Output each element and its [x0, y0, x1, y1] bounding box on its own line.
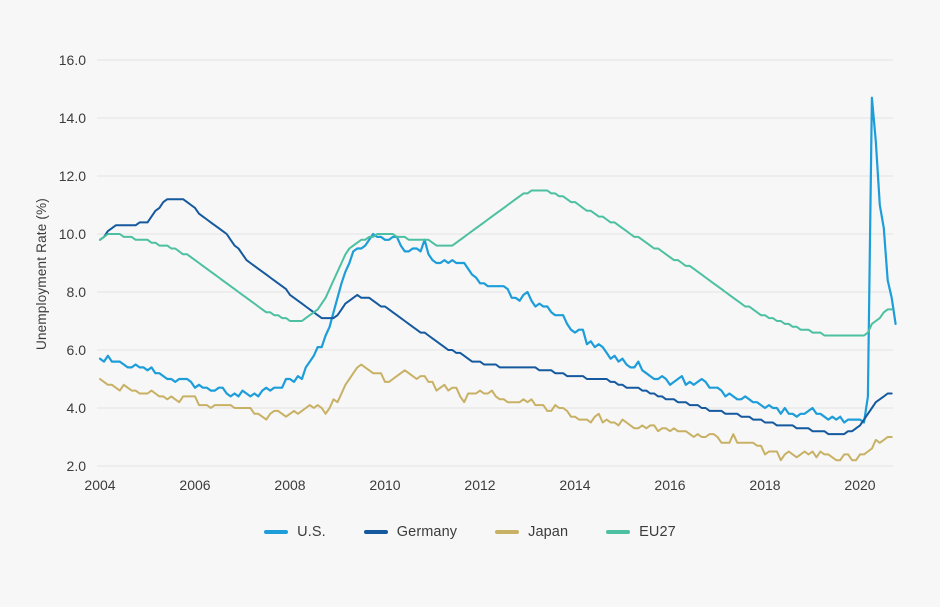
y-tick-label: 16.0 — [59, 52, 86, 68]
legend-swatch-icon — [606, 529, 631, 535]
legend-label: Japan — [528, 524, 569, 540]
x-tick-label: 2012 — [464, 477, 495, 493]
legend-item-japan: Japan — [495, 524, 568, 540]
legend-label: Germany — [396, 524, 458, 540]
series-line-us — [98, 96, 897, 424]
legend-swatch-icon — [264, 529, 289, 535]
legend-item-eu27: EU27 — [606, 524, 676, 540]
chart-legend: U.S. Germany Japan EU27 — [0, 524, 940, 540]
y-tick-label: 12.0 — [59, 168, 86, 184]
y-tick-label: 4.0 — [67, 400, 87, 416]
y-tick-label: 8.0 — [67, 284, 87, 300]
y-tick-label: 14.0 — [59, 110, 86, 126]
legend-label: U.S. — [297, 524, 326, 540]
y-axis-title: Unemployment Rate (%) — [34, 197, 49, 350]
x-tick-label: 2016 — [654, 477, 685, 493]
series-line-japan — [99, 363, 893, 462]
x-tick-label: 2018 — [749, 477, 780, 493]
legend-item-germany: Germany — [363, 524, 458, 540]
series-line-germany — [99, 198, 893, 436]
y-tick-label: 6.0 — [67, 342, 87, 358]
x-tick-label: 2014 — [559, 477, 590, 493]
series-line-eu27 — [99, 189, 893, 337]
x-tick-label: 2010 — [369, 477, 400, 493]
x-tick-label: 2004 — [84, 477, 115, 493]
legend-item-us: U.S. — [264, 524, 326, 540]
y-tick-label: 10.0 — [59, 226, 86, 242]
y-tick-label: 2.0 — [67, 458, 87, 474]
x-tick-label: 2006 — [179, 477, 210, 493]
x-tick-label: 2020 — [844, 477, 875, 493]
legend-swatch-icon — [363, 529, 388, 535]
x-tick-label: 2008 — [274, 477, 305, 493]
legend-label: EU27 — [639, 524, 676, 540]
legend-swatch-icon — [495, 529, 520, 535]
